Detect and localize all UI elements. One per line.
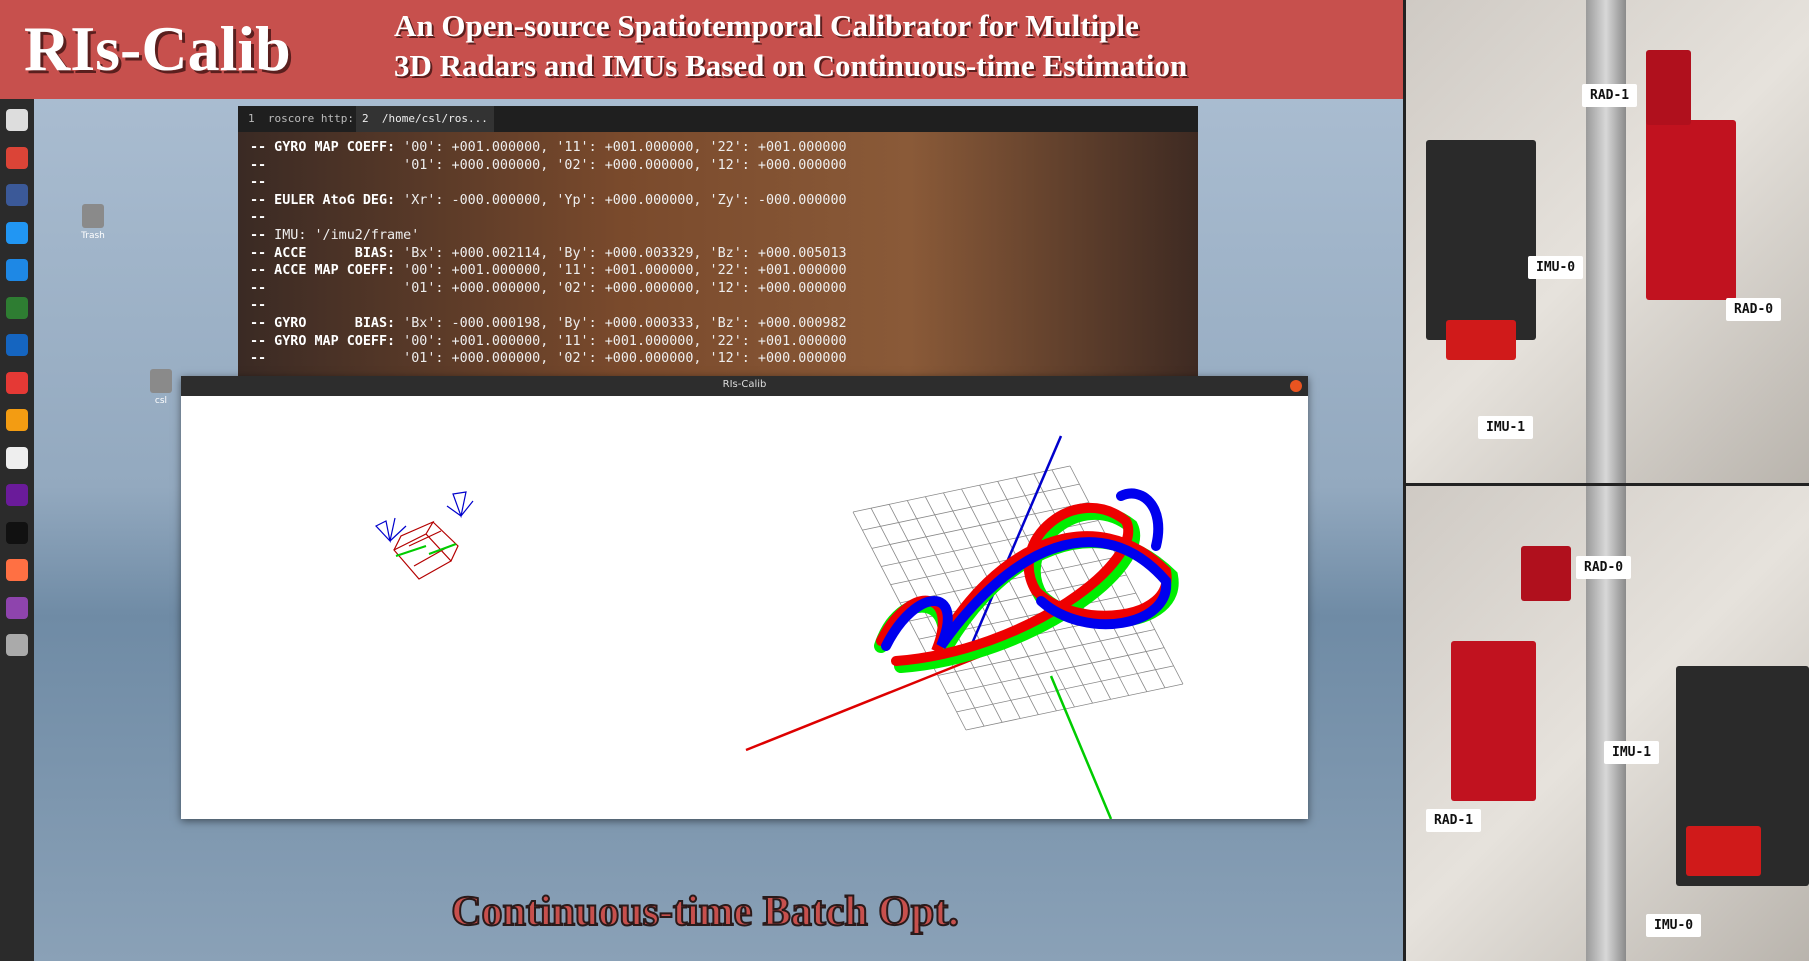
terminal-line: -- ACCE MAP COEFF: '00': +001.000000, '1… bbox=[250, 263, 847, 278]
dock-icon[interactable] bbox=[6, 146, 28, 169]
terminal-text: '01': +000.000000, '02': +000.000000, '1… bbox=[266, 351, 847, 367]
desktop-icon[interactable] bbox=[82, 204, 104, 228]
device bbox=[1686, 826, 1761, 876]
terminal-line: -- bbox=[250, 175, 266, 190]
device bbox=[1646, 50, 1691, 125]
terminal-key: -- bbox=[250, 228, 267, 243]
terminal-line: -- ACCE BIAS: 'Bx': +000.002114, 'By': +… bbox=[250, 246, 847, 261]
terminal-line: -- EULER AtoG DEG: 'Xr': -000.000000, 'Y… bbox=[250, 193, 847, 208]
desktop-icon[interactable] bbox=[150, 369, 172, 393]
dock-icon[interactable] bbox=[6, 634, 28, 656]
viewer-titlebar: RIs-Calib bbox=[181, 376, 1308, 396]
sensor-label: RAD-0 bbox=[1726, 298, 1782, 321]
terminal-tabbar: 1 roscore http:... 2 /home/csl/ros... bbox=[238, 106, 1198, 132]
viewer-window: RIs-Calib bbox=[181, 376, 1308, 819]
terminal-key: -- bbox=[250, 157, 267, 173]
terminal-line: -- '01': +000.000000, '02': +000.000000,… bbox=[250, 351, 847, 366]
close-button[interactable] bbox=[1290, 380, 1302, 392]
terminal-line: -- '01': +000.000000, '02': +000.000000,… bbox=[250, 281, 847, 296]
terminal-text: IMU: '/imu2/frame' bbox=[266, 228, 420, 243]
dock-icon[interactable] bbox=[6, 596, 28, 619]
tab[interactable]: 1 roscore http:... bbox=[248, 112, 374, 125]
grid-line bbox=[956, 665, 1174, 713]
dock-icon[interactable] bbox=[6, 371, 28, 394]
dock-icon[interactable] bbox=[6, 409, 28, 431]
desktop-icon-label: csl bbox=[154, 396, 168, 406]
terminal-key: -- EULER AtoG DEG: bbox=[250, 192, 396, 208]
3d-view bbox=[375, 435, 1184, 819]
device bbox=[1446, 320, 1516, 360]
caption: Continuous-time Batch Opt. bbox=[450, 888, 960, 936]
terminal-line: -- IMU: '/imu2/frame' bbox=[250, 228, 419, 243]
sensor-label: IMU-1 bbox=[1604, 741, 1660, 764]
dock-icon[interactable] bbox=[6, 484, 28, 506]
dock-icon[interactable] bbox=[6, 296, 28, 319]
terminal-key: -- ACCE BIAS: bbox=[250, 245, 396, 261]
title-line: An Open-source Spatiotemporal Calibrator… bbox=[394, 8, 1139, 43]
terminal-line: -- bbox=[250, 210, 266, 225]
terminal-key: -- bbox=[250, 210, 267, 226]
pillar bbox=[1586, 0, 1626, 483]
sensor-label: IMU-0 bbox=[1646, 914, 1702, 937]
sensor-label: RAD-0 bbox=[1576, 556, 1632, 579]
terminal-text: '01': +000.000000, '02': +000.000000, '1… bbox=[266, 280, 847, 296]
photo-top: RAD-1 IMU-0 RAD-0 IMU-1 bbox=[1406, 0, 1809, 483]
sensor-label: IMU-1 bbox=[1478, 416, 1534, 439]
terminal-line: -- bbox=[250, 298, 266, 313]
terminal-text: 'Bx': -000.000198, 'By': +000.000333, 'B… bbox=[395, 316, 847, 331]
divider bbox=[1406, 483, 1809, 486]
divider bbox=[1403, 0, 1406, 961]
terminal: 1 roscore http:... 2 /home/csl/ros... --… bbox=[238, 106, 1198, 376]
dock-icon[interactable] bbox=[6, 109, 28, 131]
terminal-text: '01': +000.000000, '02': +000.000000, '1… bbox=[266, 157, 847, 173]
grid-line bbox=[965, 683, 1184, 731]
dock-icon[interactable] bbox=[6, 259, 28, 281]
device bbox=[1451, 641, 1536, 801]
banner: RIs-Calib An Open-source Spatiotemporal … bbox=[0, 0, 1403, 99]
terminal-line: -- GYRO BIAS: 'Bx': -000.000198, 'By': +… bbox=[250, 316, 847, 331]
dock-icon[interactable] bbox=[6, 221, 28, 244]
tab[interactable]: 2 /home/csl/ros... bbox=[356, 106, 494, 132]
desktop-icon-label: Trash bbox=[81, 231, 105, 241]
terminal-key: -- bbox=[250, 351, 267, 367]
terminal-text: '00': +001.000000, '11': +001.000000, '2… bbox=[395, 263, 847, 279]
sensor-label: RAD-1 bbox=[1582, 84, 1638, 107]
terminal-key: -- ACCE MAP COEFF: bbox=[250, 263, 396, 279]
terminal-key: -- GYRO MAP COEFF: bbox=[250, 140, 396, 155]
terminal-key: -- GYRO BIAS: bbox=[250, 316, 396, 331]
terminal-line: -- GYRO MAP COEFF: '00': +001.000000, '1… bbox=[250, 140, 847, 155]
sensor-label: RAD-1 bbox=[1426, 809, 1482, 832]
terminal-text: 'Xr': -000.000000, 'Yp': +000.000000, 'Z… bbox=[395, 192, 847, 208]
sensor-label: IMU-0 bbox=[1528, 256, 1584, 279]
dock-icon[interactable] bbox=[6, 559, 28, 581]
dock-icon[interactable] bbox=[6, 334, 28, 356]
terminal-key: -- bbox=[250, 175, 267, 191]
dock bbox=[0, 99, 34, 961]
terminal-line: -- '01': +000.000000, '02': +000.000000,… bbox=[250, 158, 847, 173]
logo: RIs-Calib bbox=[24, 13, 291, 84]
terminal-text: '00': +001.000000, '11': +001.000000, '2… bbox=[395, 140, 847, 155]
terminal-key: -- bbox=[250, 298, 267, 314]
device bbox=[1521, 546, 1571, 601]
terminal-text: 'Bx': +000.002114, 'By': +000.003329, 'B… bbox=[395, 245, 847, 261]
device bbox=[1426, 140, 1536, 340]
terminal-line: -- GYRO MAP COEFF: '00': +001.000000, '1… bbox=[250, 334, 847, 349]
dock-icon[interactable] bbox=[6, 184, 28, 206]
terminal-key: -- GYRO MAP COEFF: bbox=[250, 333, 396, 349]
device bbox=[1646, 120, 1736, 300]
terminal-key: -- bbox=[250, 280, 267, 296]
terminal-text: '00': +001.000000, '11': +001.000000, '2… bbox=[395, 333, 847, 349]
window-title: RIs-Calib bbox=[722, 379, 767, 390]
grid-line bbox=[1069, 465, 1184, 685]
dock-icon[interactable] bbox=[6, 446, 28, 469]
grid-line bbox=[947, 647, 1165, 695]
title-line: 3D Radars and IMUs Based on Continuous-t… bbox=[394, 48, 1188, 83]
photo-bottom: RAD-0 IMU-1 RAD-1 IMU-0 bbox=[1406, 486, 1809, 961]
dock-icon[interactable] bbox=[6, 521, 28, 544]
